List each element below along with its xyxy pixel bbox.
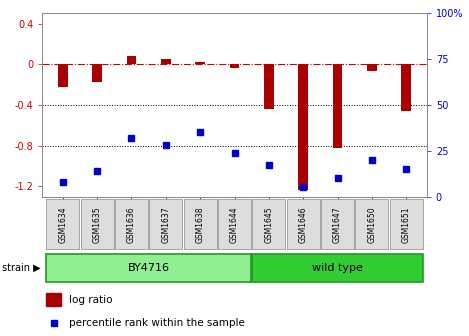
Text: GSM1635: GSM1635 — [93, 206, 102, 243]
FancyBboxPatch shape — [356, 199, 388, 249]
Text: GSM1636: GSM1636 — [127, 206, 136, 243]
Text: GSM1650: GSM1650 — [367, 206, 376, 243]
Bar — [58, 64, 68, 87]
Text: GSM1644: GSM1644 — [230, 206, 239, 243]
FancyBboxPatch shape — [81, 199, 113, 249]
FancyBboxPatch shape — [218, 199, 251, 249]
Bar — [92, 64, 102, 82]
Text: wild type: wild type — [312, 263, 363, 273]
FancyBboxPatch shape — [287, 199, 320, 249]
FancyBboxPatch shape — [184, 199, 217, 249]
FancyBboxPatch shape — [46, 254, 251, 282]
FancyBboxPatch shape — [46, 199, 79, 249]
Bar — [298, 64, 308, 191]
Bar — [401, 64, 411, 111]
Bar — [161, 59, 171, 64]
Bar — [264, 64, 273, 109]
Bar — [230, 64, 239, 69]
Bar — [333, 64, 342, 148]
Text: GSM1647: GSM1647 — [333, 206, 342, 243]
Text: GSM1638: GSM1638 — [196, 206, 204, 243]
FancyBboxPatch shape — [390, 199, 423, 249]
Text: percentile rank within the sample: percentile rank within the sample — [69, 318, 245, 328]
FancyBboxPatch shape — [252, 199, 285, 249]
Text: GSM1646: GSM1646 — [299, 206, 308, 243]
Text: GSM1637: GSM1637 — [161, 206, 170, 243]
FancyBboxPatch shape — [252, 254, 423, 282]
Text: BY4716: BY4716 — [128, 263, 170, 273]
FancyBboxPatch shape — [149, 199, 182, 249]
Text: strain ▶: strain ▶ — [2, 263, 41, 273]
Bar — [367, 64, 377, 72]
Text: GSM1645: GSM1645 — [265, 206, 273, 243]
Bar — [127, 56, 136, 64]
Text: GSM1634: GSM1634 — [58, 206, 68, 243]
FancyBboxPatch shape — [321, 199, 354, 249]
FancyBboxPatch shape — [115, 199, 148, 249]
Bar — [46, 293, 61, 306]
Text: GSM1651: GSM1651 — [401, 206, 411, 243]
Bar — [196, 62, 205, 64]
Text: log ratio: log ratio — [69, 295, 113, 305]
